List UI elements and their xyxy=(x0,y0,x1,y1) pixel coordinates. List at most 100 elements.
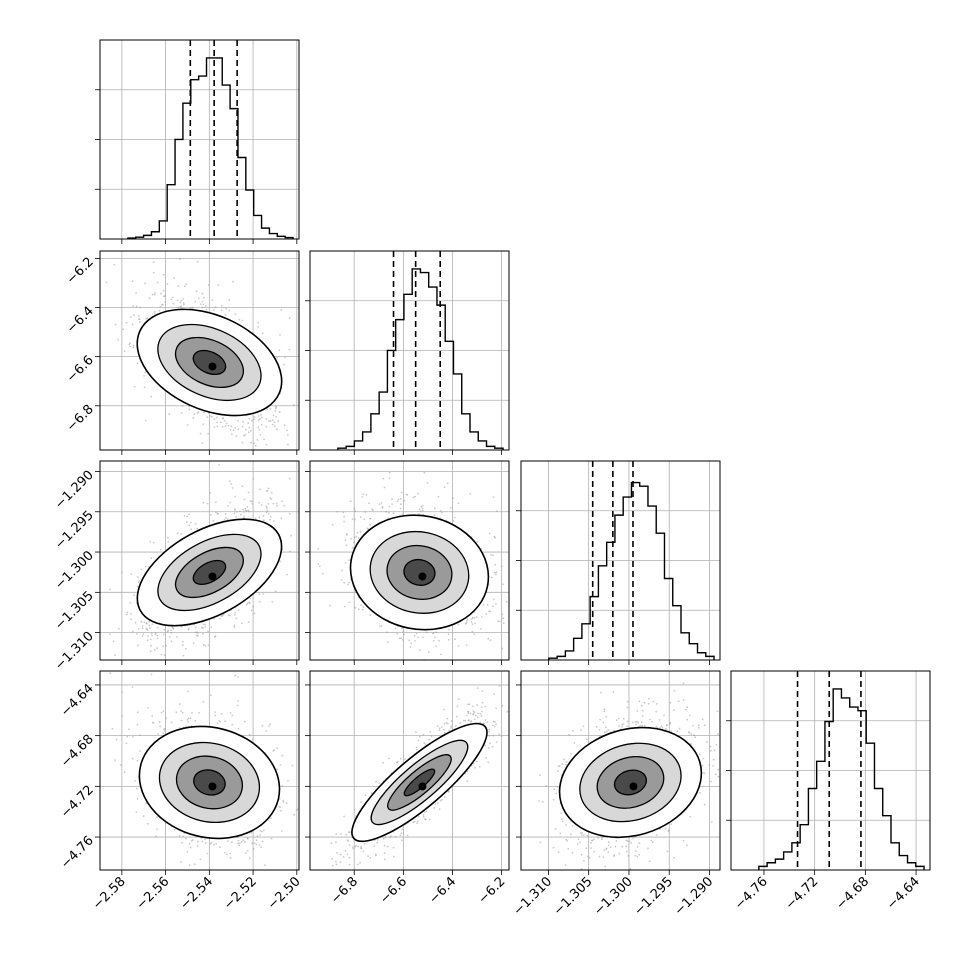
scatter-point xyxy=(398,499,400,501)
scatter-point xyxy=(230,429,232,431)
scatter-point xyxy=(391,503,393,505)
scatter-point xyxy=(269,408,271,410)
scatter-point xyxy=(188,524,190,526)
scatter-point xyxy=(353,508,355,510)
scatter-point xyxy=(234,614,236,616)
scatter-point xyxy=(341,570,343,572)
scatter-point xyxy=(260,434,262,436)
scatter-point xyxy=(219,618,221,620)
scatter-point xyxy=(403,634,405,636)
scatter-point xyxy=(387,641,389,643)
scatter-point xyxy=(458,645,460,647)
scatter-point xyxy=(263,515,265,517)
scatter-point xyxy=(471,618,473,620)
scatter-point xyxy=(280,810,282,812)
scatter-point xyxy=(357,532,359,534)
scatter-point xyxy=(157,733,159,735)
scatter-point xyxy=(213,309,215,311)
scatter-point xyxy=(211,416,213,418)
scatter-point xyxy=(176,636,178,638)
panel-1-0: −6.8−6.6−6.4−6.2 xyxy=(64,251,318,475)
scatter-point xyxy=(191,712,193,714)
scatter-point xyxy=(242,426,244,428)
scatter-point xyxy=(428,651,430,653)
scatter-point xyxy=(204,645,206,647)
scatter-point xyxy=(124,350,126,352)
scatter-point xyxy=(214,418,216,420)
scatter-point xyxy=(471,621,473,623)
x-tick-label: −4.72 xyxy=(783,874,822,913)
scatter-point xyxy=(222,426,224,428)
scatter-point xyxy=(448,633,450,635)
scatter-point xyxy=(139,734,141,736)
scatter-point xyxy=(251,503,253,505)
scatter-point xyxy=(142,635,144,637)
scatter-point xyxy=(244,499,246,501)
scatter-point xyxy=(416,633,418,635)
scatter-point xyxy=(414,640,416,642)
scatter-point xyxy=(242,839,244,841)
scatter-point xyxy=(466,620,468,622)
scatter-point xyxy=(271,601,273,603)
scatter-point xyxy=(163,629,165,631)
scatter-point xyxy=(204,626,206,628)
scatter-point xyxy=(214,715,216,717)
scatter-point xyxy=(389,477,391,479)
scatter-point xyxy=(235,427,237,429)
scatter-point xyxy=(271,838,273,840)
scatter-point xyxy=(352,518,354,520)
scatter-point xyxy=(196,634,198,636)
scatter-point xyxy=(168,413,170,415)
scatter-point xyxy=(109,633,111,635)
scatter-point xyxy=(400,498,402,500)
scatter-point xyxy=(454,517,456,519)
scatter-point xyxy=(139,321,141,323)
scatter-point xyxy=(147,639,149,641)
scatter-point xyxy=(352,547,354,549)
scatter-point xyxy=(151,623,153,625)
scatter-point xyxy=(293,814,295,816)
scatter-point xyxy=(181,412,183,414)
scatter-point xyxy=(230,483,232,485)
scatter-point xyxy=(448,639,450,641)
panel-3-0: −2.58−2.56−2.54−2.52−2.50−4.76−4.72−4.68… xyxy=(58,671,310,913)
scatter-point xyxy=(193,413,195,415)
scatter-point xyxy=(266,512,268,514)
scatter-point xyxy=(353,541,355,543)
scatter-point xyxy=(132,280,134,282)
scatter-point xyxy=(383,478,385,480)
scatter-point xyxy=(206,309,208,311)
scatter-point xyxy=(246,506,248,508)
scatter-point xyxy=(389,472,391,474)
scatter-point xyxy=(150,557,152,559)
scatter-point xyxy=(184,285,186,287)
scatter-point xyxy=(263,519,265,521)
scatter-point xyxy=(197,528,199,530)
scatter-point xyxy=(186,516,188,518)
scatter-point xyxy=(160,293,162,295)
scatter-point xyxy=(200,687,202,689)
x-tick-label: −4.64 xyxy=(884,874,923,913)
scatter-point xyxy=(132,305,134,307)
scatter-point xyxy=(201,293,203,295)
scatter-point xyxy=(164,301,166,303)
scatter-point xyxy=(190,522,192,524)
scatter-point xyxy=(239,510,241,512)
scatter-point xyxy=(343,521,345,523)
scatter-point xyxy=(189,864,191,866)
scatter-point xyxy=(145,566,147,568)
density-peak xyxy=(208,362,216,370)
scatter-point xyxy=(209,492,211,494)
scatter-point xyxy=(211,626,213,628)
scatter-point xyxy=(214,426,216,428)
scatter-point xyxy=(434,507,436,509)
scatter-point xyxy=(481,616,483,618)
scatter-point xyxy=(250,442,252,444)
scatter-point xyxy=(465,623,467,625)
scatter-point xyxy=(250,598,252,600)
scatter-point xyxy=(433,632,435,634)
scatter-point xyxy=(400,503,402,505)
scatter-point xyxy=(300,401,302,403)
scatter-point xyxy=(251,420,253,422)
scatter-point xyxy=(157,282,159,284)
